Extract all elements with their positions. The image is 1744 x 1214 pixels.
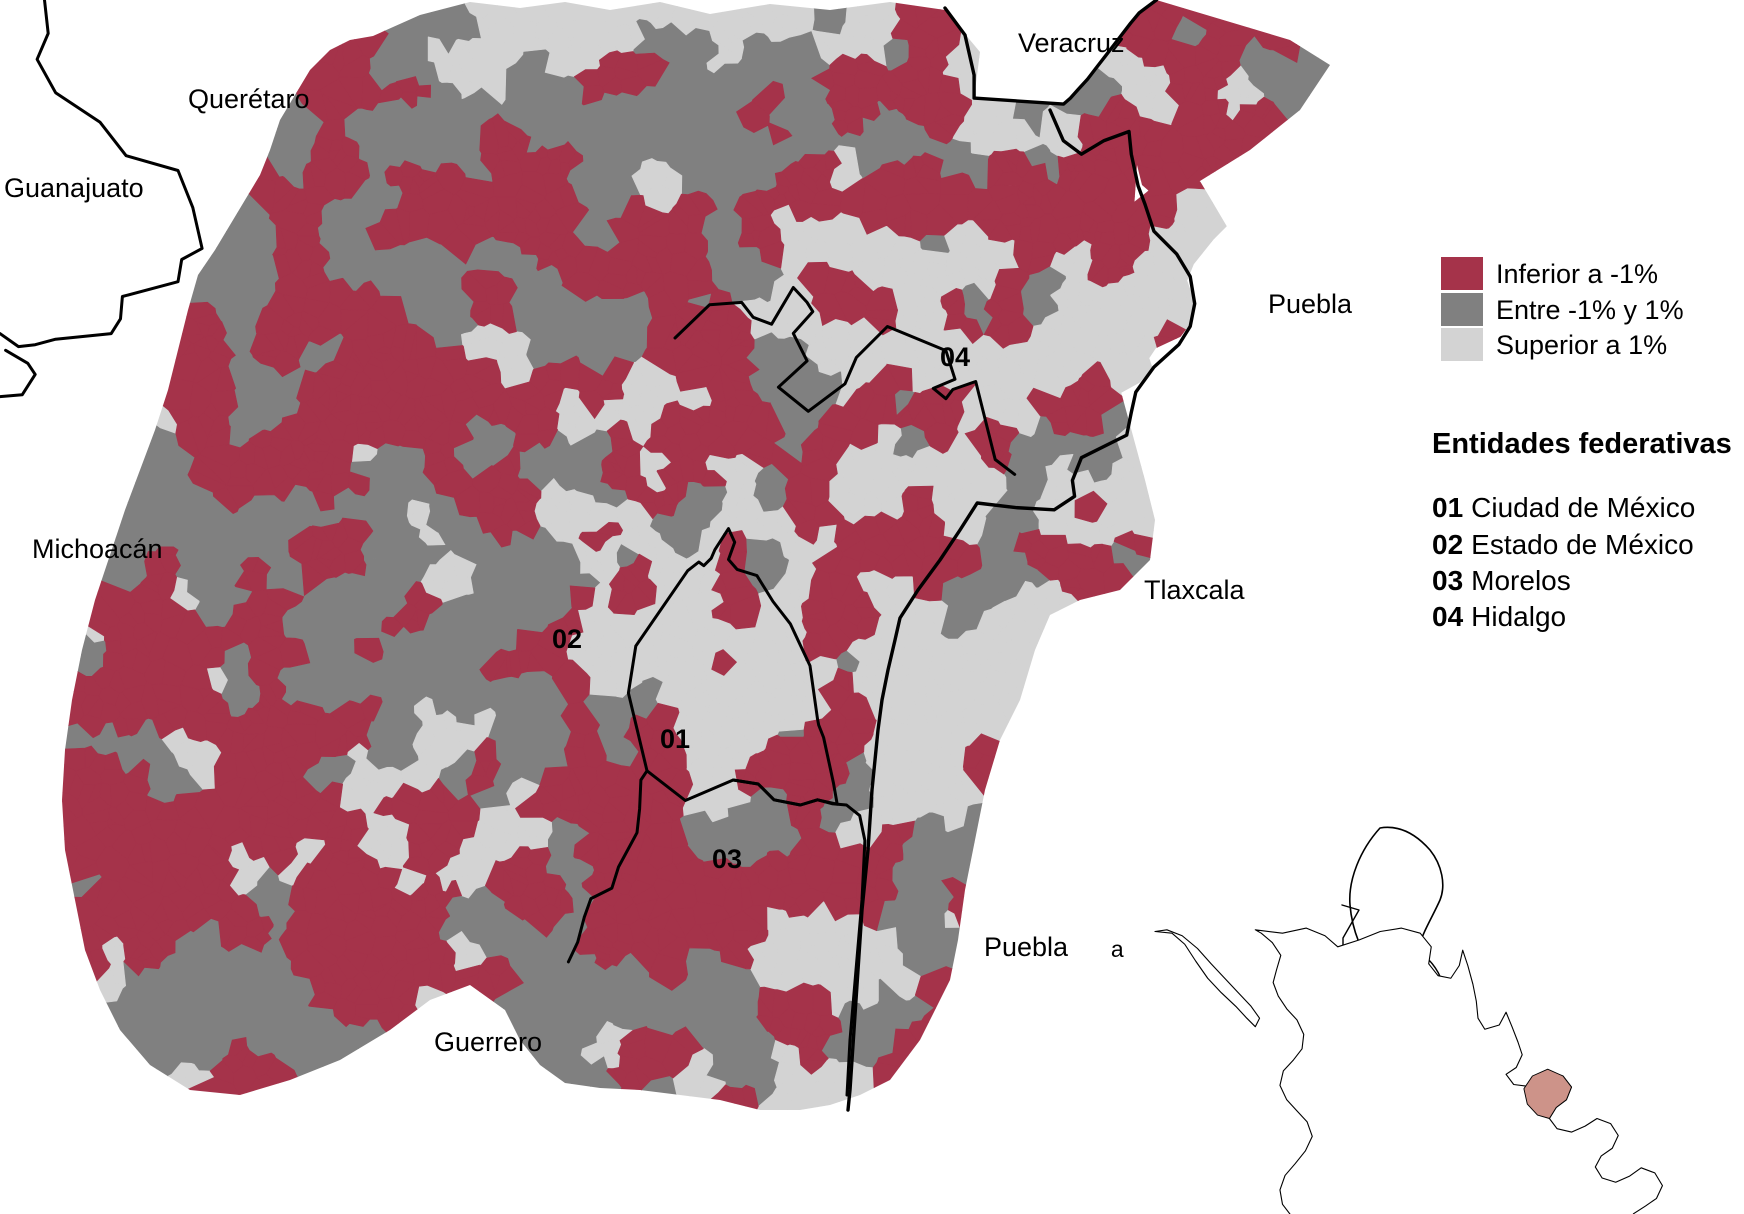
svg-text:04: 04 xyxy=(940,342,970,372)
svg-text:Inferior a -1%: Inferior a -1% xyxy=(1496,259,1658,289)
svg-text:02: 02 xyxy=(552,624,582,654)
svg-text:Superior a 1%: Superior a 1% xyxy=(1496,330,1667,360)
svg-text:Entre -1% y 1%: Entre -1% y 1% xyxy=(1496,295,1684,325)
svg-text:Michoacán: Michoacán xyxy=(32,534,163,564)
svg-text:01: 01 xyxy=(660,724,690,754)
svg-text:Guanajuato: Guanajuato xyxy=(4,173,144,203)
svg-text:Querétaro: Querétaro xyxy=(188,84,310,114)
svg-text:Puebla: Puebla xyxy=(1268,289,1353,319)
svg-text:03: 03 xyxy=(712,844,742,874)
svg-text:Veracruz: Veracruz xyxy=(1018,28,1125,58)
svg-text:Guerrero: Guerrero xyxy=(434,1027,542,1057)
svg-text:Tlaxcala: Tlaxcala xyxy=(1144,575,1246,605)
svg-text:a: a xyxy=(1111,936,1124,962)
svg-text:Puebla: Puebla xyxy=(984,932,1069,962)
svg-text:Entidades federativas: Entidades federativas xyxy=(1432,428,1732,460)
